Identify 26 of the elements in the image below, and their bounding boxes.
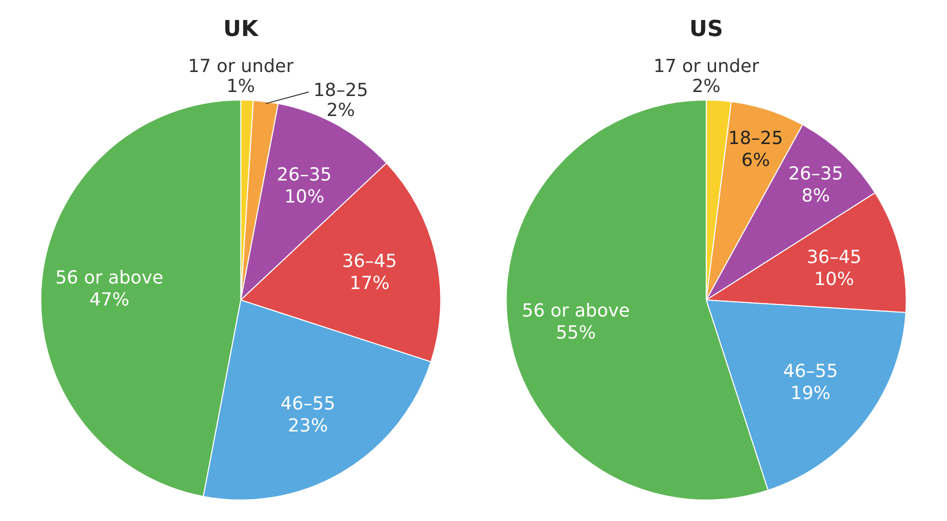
data-label: 10% (814, 269, 854, 290)
chart-title: US (689, 17, 724, 42)
data-label: 2% (692, 76, 721, 97)
slice-label: 17 or under (654, 56, 760, 77)
data-label: 8% (801, 185, 830, 206)
data-label: 23% (288, 416, 328, 437)
data-label: 19% (790, 382, 831, 404)
chart-title: UK (223, 17, 260, 42)
slice-label: 56 or above (55, 268, 164, 289)
slice-label: 36–45 (806, 247, 862, 268)
data-label: 17% (350, 273, 390, 294)
data-label: 1% (226, 76, 256, 97)
data-label: 10% (284, 186, 324, 208)
data-label: 2% (326, 100, 356, 121)
slice-label: 56 or above (522, 300, 630, 322)
slice-label: 46–55 (783, 360, 838, 382)
slice-label: 46–55 (280, 394, 336, 415)
slice-label: 17 or under (188, 56, 294, 77)
slice-label: 26–35 (788, 163, 844, 184)
data-label: 6% (741, 150, 770, 171)
slice-label: 18–25 (313, 80, 368, 101)
data-label: 55% (556, 322, 596, 344)
slice-label: 26–35 (276, 164, 332, 186)
slice-label: 36–45 (342, 251, 397, 272)
slice-label: 18–25 (728, 128, 784, 149)
data-label: 47% (89, 290, 130, 311)
